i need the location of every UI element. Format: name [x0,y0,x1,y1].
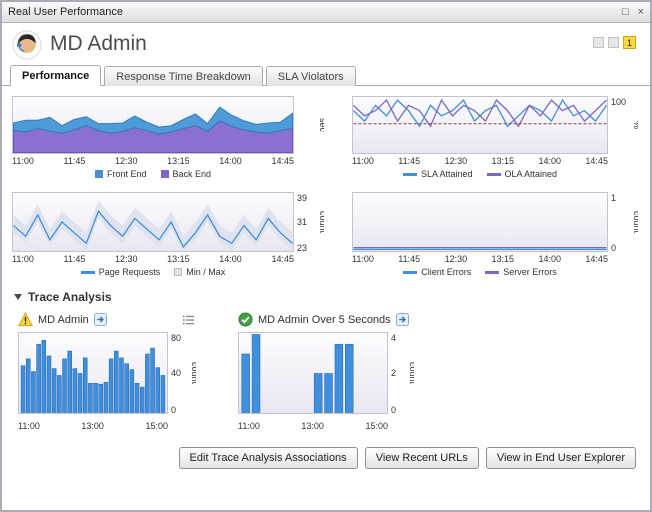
legend-item: Server Errors [485,267,557,277]
chart-canvas: 100% [352,96,638,154]
restore-icon[interactable]: □ [621,5,629,18]
trace-widget-over-5-seconds: MD Admin Over 5 Seconds 4 2 0 count 11:00 13:… [238,312,418,431]
warning-icon [18,312,33,327]
trace-charts-row: MD Admin 80 40 0 count 11:00 13:00 15:00 [18,312,638,431]
trace-widget-header: MD Admin Over 5 Seconds [238,312,414,327]
svg-text:count: count [318,211,324,234]
legend-item: OLA Attained [486,169,557,179]
chart-legend: Page Requests Min / Max [12,267,294,277]
panel-button-1[interactable] [593,37,604,48]
errors-chart: 1 0 count 11:00 11:45 12:30 13:15 14:00 14:45 Cli… [352,192,638,277]
response-time-chart: sec 11:00 11:45 12:30 13:15 14:00 14:45 Front E… [12,96,324,179]
trace-analysis-section: Trace Analysis MD Admin [12,290,638,431]
footer-button-bar: Edit Trace Analysis Associations View Re… [12,447,638,469]
legend-item: Client Errors [403,267,471,277]
window-controls: □ × [621,5,644,18]
legend-item: Page Requests [80,267,160,277]
svg-text:23: 23 [297,243,307,252]
chart-legend: SLA Attained OLA Attained [352,169,608,179]
legend-item: Min / Max [174,267,225,277]
tab-performance[interactable]: Performance [10,65,102,86]
svg-text:31: 31 [297,217,307,227]
drilldown-icon[interactable] [93,313,107,326]
chart-x-axis-labels: 11:00 11:45 12:30 13:15 14:00 14:45 [352,254,608,264]
chart-x-axis-labels: 11:00 13:00 15:00 [238,421,388,431]
trace-widget-md-admin: MD Admin 80 40 0 count 11:00 13:00 15:00 [18,312,200,431]
header-toolbar: 1 [593,36,636,49]
svg-text:2: 2 [391,368,396,378]
view-end-user-explorer-button[interactable]: View in End User Explorer [485,447,636,469]
svg-text:count: count [632,211,638,234]
chart-x-axis-labels: 11:00 11:45 12:30 13:15 14:00 14:45 [352,156,608,166]
page-requests-chart: 39 31 23 count 11:00 11:45 12:30 13:15 14:00 14:4… [12,192,324,277]
svg-text:sec: sec [318,118,324,133]
user-avatar-icon [12,30,42,60]
chart-canvas: 80 40 0 count [18,332,200,415]
chart-x-axis-labels: 11:00 13:00 15:00 [18,421,168,431]
trace-md-admin-chart: 80 40 0 count 11:00 13:00 15:00 [18,332,200,431]
ok-check-icon [238,312,253,327]
trace-over5-chart: 4 2 0 count 11:00 13:00 15:00 [238,332,418,431]
chart-canvas: 1 0 count [352,192,638,252]
legend-item: SLA Attained [402,169,473,179]
legend-item: Back End [160,169,211,179]
legend-item: Front End [94,169,147,179]
tab-sla-violators[interactable]: SLA Violators [265,66,356,86]
chart-menu-icon[interactable] [182,314,194,326]
drilldown-icon[interactable] [395,313,409,326]
page-header: MD Admin 1 [2,23,650,62]
trace-widget-header: MD Admin [18,312,196,327]
chart-legend: Front End Back End [12,169,294,179]
alert-count-badge[interactable]: 1 [623,36,636,49]
svg-text:%: % [632,121,638,129]
middle-chart-row: 39 31 23 count 11:00 11:45 12:30 13:15 14:00 14:4… [12,192,638,277]
svg-text:100: 100 [611,97,626,107]
svg-text:0: 0 [391,405,396,414]
view-recent-urls-button[interactable]: View Recent URLs [364,447,479,469]
svg-text:0: 0 [611,243,616,252]
svg-text:80: 80 [171,333,181,343]
chart-canvas: sec [12,96,324,154]
trace-analysis-title: Trace Analysis [28,290,112,304]
svg-text:count: count [408,362,414,385]
trace-chart-title: MD Admin Over 5 Seconds [258,313,391,326]
svg-text:4: 4 [391,333,396,343]
tab-response-time-breakdown[interactable]: Response Time Breakdown [104,66,263,86]
chart-legend: Client Errors Server Errors [352,267,608,277]
panel-button-2[interactable] [608,37,619,48]
svg-text:count: count [190,362,196,385]
edit-trace-associations-button[interactable]: Edit Trace Analysis Associations [178,447,358,469]
trace-chart-title: MD Admin [38,313,89,326]
main-content: sec 11:00 11:45 12:30 13:15 14:00 14:45 Front E… [2,86,650,510]
trace-analysis-header[interactable]: Trace Analysis [14,290,638,304]
chart-canvas: 39 31 23 count [12,192,324,252]
close-icon[interactable]: × [637,5,644,18]
svg-text:1: 1 [611,193,616,203]
window-titlebar: Real User Performance □ × [2,2,650,23]
top-chart-row: sec 11:00 11:45 12:30 13:15 14:00 14:45 Front E… [12,96,638,179]
chart-x-axis-labels: 11:00 11:45 12:30 13:15 14:00 14:45 [12,254,294,264]
page-title: MD Admin [50,32,147,55]
window-title: Real User Performance [8,6,123,18]
tab-bar: Performance Response Time Breakdown SLA … [2,62,650,86]
chart-canvas: 4 2 0 count [238,332,418,415]
svg-text:0: 0 [171,405,176,414]
svg-text:40: 40 [171,368,181,378]
chart-x-axis-labels: 11:00 11:45 12:30 13:15 14:00 14:45 [12,156,294,166]
collapse-triangle-icon [14,294,22,300]
svg-text:39: 39 [297,193,307,203]
